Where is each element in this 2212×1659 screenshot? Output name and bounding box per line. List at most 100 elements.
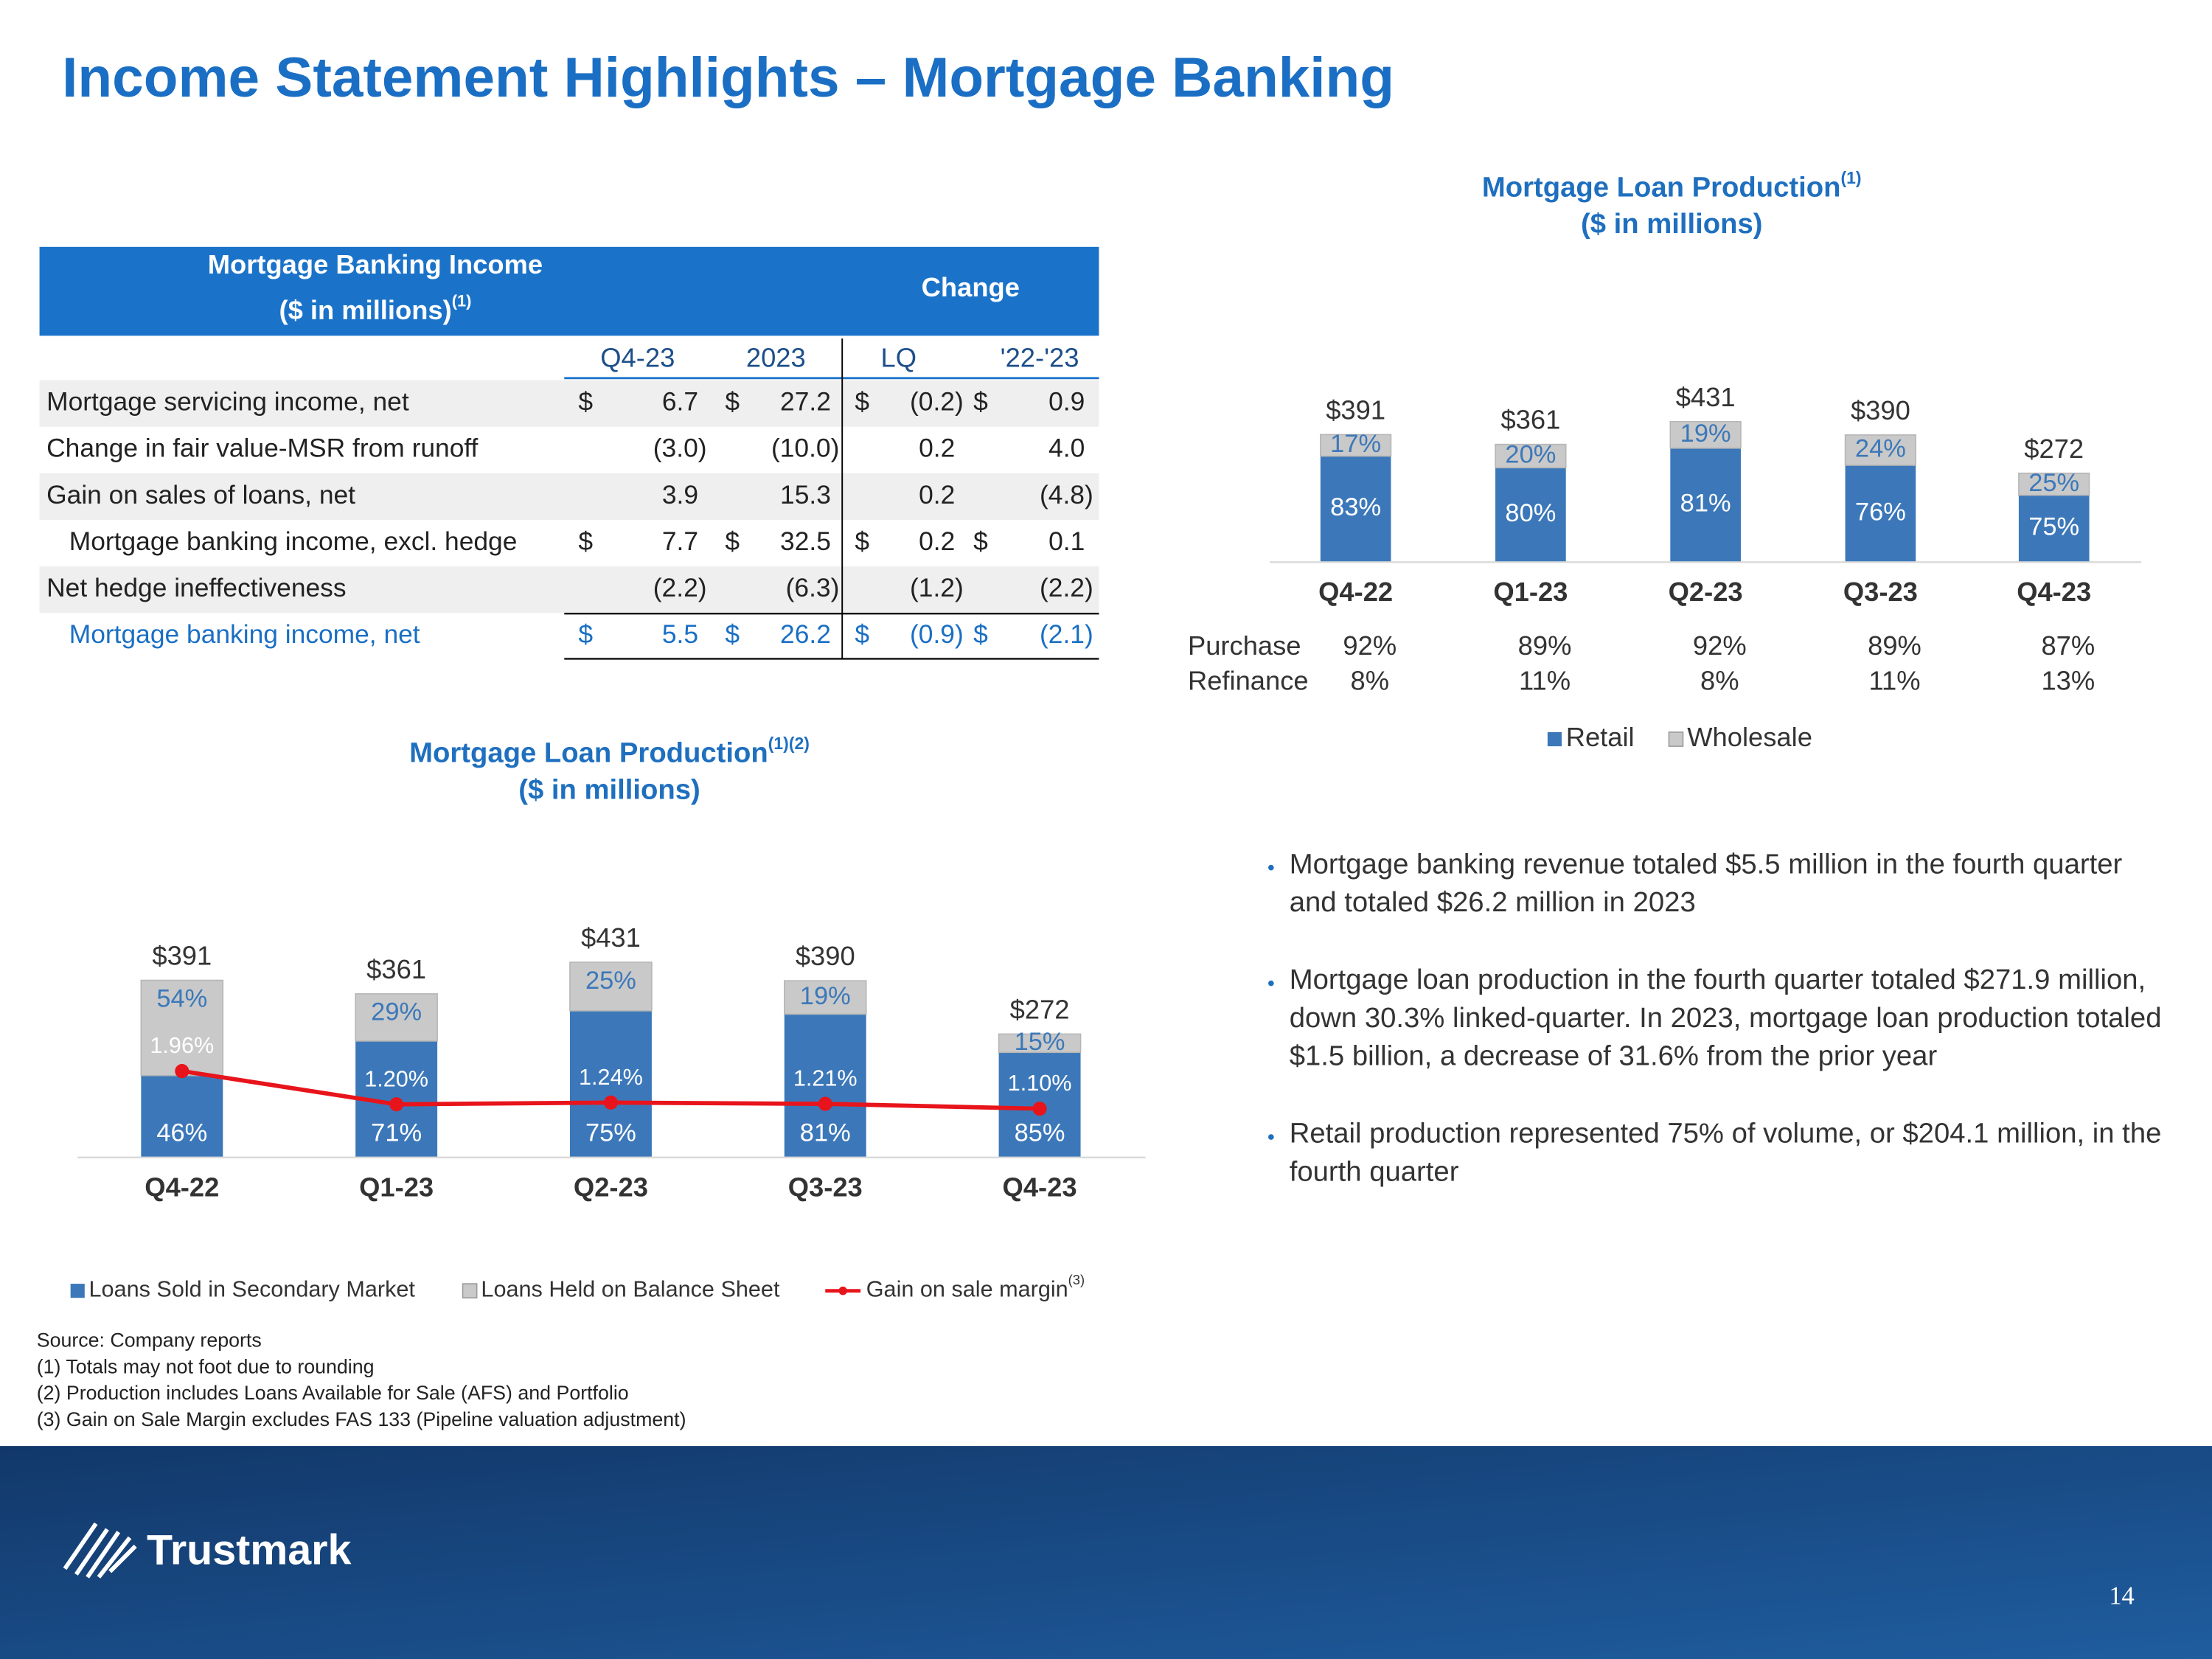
segment-label: 54%: [156, 984, 207, 1012]
segment-label: 19%: [1680, 420, 1731, 448]
table-header-change: Change: [922, 272, 1020, 302]
cell-value: 0.2: [919, 434, 955, 463]
cell-prefix: $: [725, 527, 740, 556]
cell-value: (2.2): [1040, 574, 1093, 602]
segment-label: 24%: [1855, 435, 1906, 463]
row-label: Change in fair value-MSR from runoff: [46, 434, 478, 463]
margin-marker: [389, 1097, 404, 1112]
bar-segment: [1845, 465, 1916, 562]
bar-segment: [784, 1014, 866, 1157]
segment-label: 20%: [1505, 441, 1556, 469]
column-header: 2023: [746, 342, 806, 372]
bar-segment: [1320, 434, 1392, 457]
legend-label-note: (3): [1068, 1272, 1085, 1287]
column-header: Q4-23: [600, 342, 675, 372]
bar-segment: [141, 1075, 223, 1157]
segment-label: 81%: [800, 1119, 851, 1147]
total-label: $272: [2024, 434, 2084, 464]
segment-label: 15%: [1015, 1028, 1065, 1056]
row-value: 8%: [1700, 666, 1739, 696]
legend-marker: [838, 1286, 847, 1295]
legend-label: Retail: [1566, 722, 1635, 752]
margin-label: 1.21%: [793, 1066, 858, 1091]
category-label: Q3-23: [1843, 577, 1918, 607]
row-value: 11%: [1519, 666, 1571, 696]
segment-label: 29%: [371, 998, 422, 1026]
cell-value: 27.2: [780, 388, 831, 417]
cell-prefix: $: [973, 388, 988, 417]
row-shade: [39, 566, 1099, 613]
total-label: $391: [1326, 394, 1385, 425]
total-label: $361: [1500, 405, 1560, 435]
segment-label: 17%: [1330, 430, 1381, 458]
footnote: (1) Totals may not foot due to rounding: [37, 1355, 375, 1377]
logo-stripe: [74, 1528, 109, 1576]
legend-swatch: [462, 1283, 478, 1298]
cell-value: 0.2: [919, 481, 955, 509]
legend-label: Loans Sold in Secondary Market: [89, 1277, 416, 1302]
margin-marker: [603, 1095, 619, 1110]
cell-value: 15.3: [780, 481, 831, 509]
footnote: Source: Company reports: [37, 1329, 262, 1352]
cell-value: (2.2): [653, 574, 707, 602]
row-value: 8%: [1351, 666, 1390, 696]
cell-prefix: $: [725, 620, 740, 649]
cell-value: 6.7: [662, 388, 698, 417]
total-label: $431: [1676, 382, 1736, 412]
segment-label: 75%: [585, 1119, 636, 1147]
segment-label: 19%: [800, 982, 851, 1010]
category-label: Q4-22: [1318, 577, 1393, 607]
cell-prefix: $: [973, 527, 988, 556]
bar-segment: [1669, 421, 1742, 449]
row-label: Net hedge ineffectiveness: [46, 574, 346, 602]
row-label: Gain on sales of loans, net: [46, 481, 355, 509]
legend-label: Loans Held on Balance Sheet: [481, 1277, 780, 1302]
chart-title-note: (1)(2): [768, 734, 810, 753]
bar-segment: [2018, 495, 2090, 562]
cell-value: (4.8): [1040, 481, 1093, 509]
bullet: Retail production represented 75% of vol…: [1290, 1116, 2173, 1192]
slide-title: Income Statement Highlights – Mortgage B…: [62, 46, 1394, 109]
margin-marker: [175, 1064, 189, 1079]
bar-segment: [569, 961, 653, 1012]
row-label: Mortgage banking income, excl. hedge: [69, 527, 518, 556]
row-label: Mortgage banking income, net: [69, 620, 420, 649]
cell-value: 0.2: [919, 527, 955, 556]
row-value: 87%: [2041, 630, 2095, 661]
legend-swatch: [1668, 731, 1684, 747]
row-shade: [39, 473, 1099, 521]
margin-label: 1.24%: [579, 1065, 643, 1090]
total-label: $391: [152, 940, 212, 970]
bullets-box: Mortgage banking revenue totaled $5.5 mi…: [1242, 846, 2173, 1270]
row-name: Purchase: [1188, 630, 1301, 661]
table-header-band: [39, 246, 1099, 336]
footer-band: [0, 1446, 2212, 1659]
total-label: $361: [366, 954, 426, 984]
table-header-subtitle-note: (1): [452, 291, 472, 310]
footnote: (2) Production includes Loans Available …: [37, 1382, 629, 1404]
segment-label: 25%: [2028, 469, 2079, 497]
segment-label: 81%: [1680, 490, 1731, 518]
category-label: Q3-23: [788, 1172, 863, 1202]
logo-stripe: [63, 1522, 98, 1571]
row-value: 92%: [1693, 630, 1747, 661]
footnote: (3) Gain on Sale Margin excludes FAS 133…: [37, 1408, 686, 1430]
segment-label: 71%: [371, 1119, 422, 1147]
margin-label: 1.10%: [1008, 1071, 1072, 1096]
bar-segment: [1495, 467, 1566, 562]
total-label: $390: [1851, 395, 1910, 425]
legend-label-main: Gain on sale margin: [866, 1277, 1068, 1302]
cell-prefix: $: [855, 527, 869, 556]
bar-segment: [2018, 473, 2090, 496]
column-header: LQ: [881, 342, 917, 372]
category-label: Q1-23: [1493, 577, 1568, 607]
logo-stripe: [86, 1531, 121, 1579]
bar-segment: [569, 1010, 652, 1157]
row-value: 89%: [1518, 630, 1572, 661]
total-label: $272: [1010, 994, 1070, 1024]
row-label: Mortgage servicing income, net: [46, 388, 409, 417]
legend-swatch: [70, 1284, 85, 1298]
segment-label: 80%: [1505, 499, 1556, 527]
bar-segment: [1844, 434, 1916, 466]
